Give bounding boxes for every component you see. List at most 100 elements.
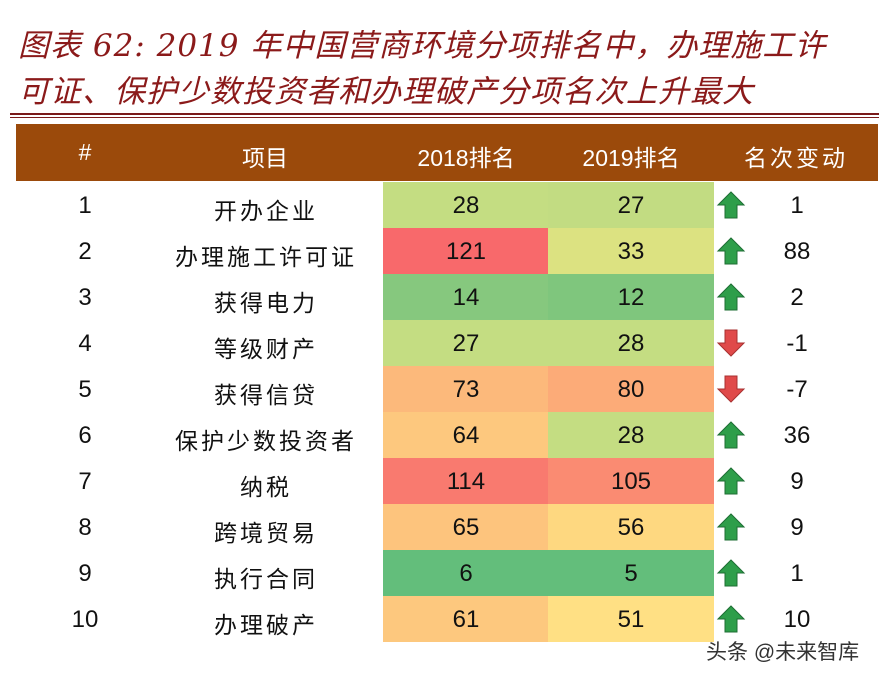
rank-2019: 80 (617, 376, 645, 403)
rank-2018: 65 (452, 514, 480, 541)
table-row: 1 开办企业 28 27 1 (16, 182, 878, 228)
cell-2019-bg (548, 320, 714, 366)
arrow-down-icon (716, 329, 746, 357)
cell-2018-bg (383, 182, 548, 228)
rank-change: 1 (790, 560, 804, 587)
table-row: 10 办理破产 61 51 10 (16, 596, 878, 642)
cell-2019-bg (548, 228, 714, 274)
row-number: 4 (78, 330, 92, 357)
cell-2018-bg (383, 550, 548, 596)
cell-2019-bg (548, 504, 714, 550)
row-item: 保护少数投资者 (175, 429, 357, 455)
rank-2018: 121 (445, 238, 487, 265)
rank-2019: 27 (617, 192, 645, 219)
rank-2019: 28 (617, 330, 645, 357)
watermark: 头条 @未来智库 (706, 641, 860, 664)
rank-2019: 56 (617, 514, 645, 541)
row-number: 7 (78, 468, 92, 495)
arrow-up-icon (716, 421, 746, 449)
rank-2018: 114 (446, 468, 486, 495)
header-change: 名次变动 (744, 145, 848, 171)
cell-2018-bg (383, 458, 548, 504)
row-item: 开办企业 (214, 199, 318, 225)
table-row: 3 获得电力 14 12 2 (16, 274, 878, 320)
cell-2019-bg (548, 366, 714, 412)
rank-change: 9 (790, 514, 804, 541)
header-2019: 2019排名 (582, 145, 680, 171)
rank-2019: 5 (624, 560, 638, 587)
cell-2019-bg (548, 550, 714, 596)
table-row: 8 跨境贸易 65 56 9 (16, 504, 878, 550)
table-row: 7 纳税 114 105 9 (16, 458, 878, 504)
rank-change: 2 (790, 284, 804, 311)
rank-2019: 51 (617, 606, 645, 633)
rank-2018: 64 (452, 422, 480, 449)
header-number: # (78, 139, 92, 165)
rank-change: -1 (786, 330, 808, 357)
rank-2019: 33 (617, 238, 645, 265)
header-2018: 2018排名 (417, 145, 515, 171)
title-rule (10, 113, 879, 115)
cell-2018-bg (383, 320, 548, 366)
cell-2019-bg (548, 458, 714, 504)
arrow-up-icon (716, 237, 746, 265)
row-number: 9 (78, 560, 92, 587)
rank-2018: 6 (459, 560, 473, 587)
row-number: 6 (78, 422, 92, 449)
cell-2019-bg (548, 182, 714, 228)
header-item: 项目 (242, 145, 288, 171)
title-rule-thin (10, 117, 879, 118)
table-row: 9 执行合同 6 5 1 (16, 550, 878, 596)
arrow-up-icon (716, 559, 746, 587)
cell-2018-bg (383, 412, 548, 458)
arrow-up-icon (716, 467, 746, 495)
row-number: 5 (78, 376, 92, 403)
rank-2018: 14 (452, 284, 480, 311)
rank-change: 9 (790, 468, 804, 495)
title-line-2: 可证、保护少数投资者和办理破产分项名次上升最大 (18, 74, 754, 110)
rank-2018: 61 (452, 606, 480, 633)
cell-2019-bg (548, 596, 714, 642)
row-item: 跨境贸易 (214, 521, 318, 547)
arrow-up-icon (716, 283, 746, 311)
rank-change: 1 (790, 192, 804, 219)
row-number: 1 (78, 192, 92, 219)
table-row: 5 获得信贷 73 80 -7 (16, 366, 878, 412)
rank-2019: 105 (610, 468, 652, 495)
arrow-up-icon (716, 605, 746, 633)
cell-2018-bg (383, 366, 548, 412)
rank-2019: 12 (617, 284, 645, 311)
row-item: 办理破产 (214, 613, 318, 639)
cell-2018-bg (383, 504, 548, 550)
rank-2018: 27 (452, 330, 480, 357)
row-number: 8 (78, 514, 92, 541)
table-row: 2 办理施工许可证 121 33 88 (16, 228, 878, 274)
cell-2018-bg (383, 274, 548, 320)
rank-change: 10 (783, 606, 811, 633)
table-header: # 项目 2018排名 2019排名 名次变动 (16, 124, 878, 181)
rank-change: 36 (783, 422, 811, 449)
title-line-1: 图表 62: 2019 年中国营商环境分项排名中，办理施工许 (18, 28, 827, 64)
rank-2018: 28 (452, 192, 480, 219)
row-number: 10 (71, 606, 99, 633)
row-item: 等级财产 (214, 337, 318, 363)
row-item: 办理施工许可证 (175, 245, 357, 271)
cell-2018-bg (383, 596, 548, 642)
table-row: 4 等级财产 27 28 -1 (16, 320, 878, 366)
rank-change: -7 (786, 376, 808, 403)
rank-2018: 73 (452, 376, 480, 403)
arrow-up-icon (716, 513, 746, 541)
row-number: 2 (78, 238, 92, 265)
row-item: 纳税 (240, 475, 292, 501)
row-item: 获得信贷 (214, 383, 318, 409)
row-item: 执行合同 (214, 567, 318, 593)
rank-2019: 28 (617, 422, 645, 449)
cell-2018-bg (383, 228, 548, 274)
arrow-down-icon (716, 375, 746, 403)
cell-2019-bg (548, 412, 714, 458)
row-item: 获得电力 (214, 291, 318, 317)
arrow-up-icon (716, 191, 746, 219)
cell-2019-bg (548, 274, 714, 320)
table-row: 6 保护少数投资者 64 28 36 (16, 412, 878, 458)
rank-change: 88 (783, 238, 811, 265)
